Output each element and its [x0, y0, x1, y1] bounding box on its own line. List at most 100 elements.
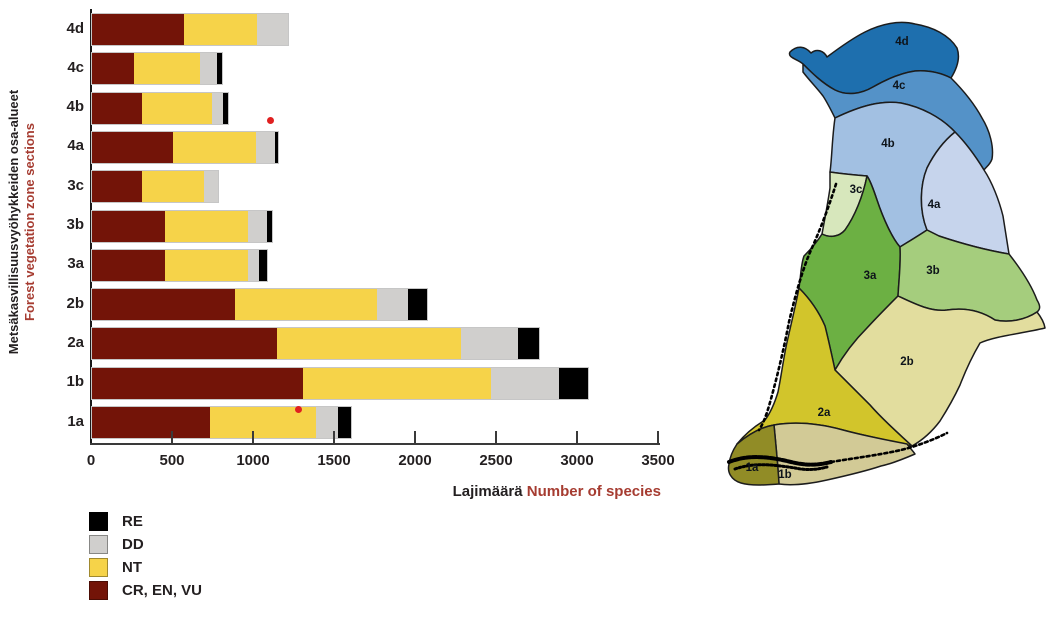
bar-segment-dd: [315, 407, 339, 438]
category-label-1b: 1b: [66, 373, 84, 391]
legend-item-dd: DD: [89, 533, 202, 556]
bar-segment-re: [275, 131, 279, 163]
legend-label: CR, EN, VU: [122, 582, 203, 599]
bar-segment-dd: [377, 289, 408, 321]
finland-vegetation-zone-map: 4d 4c 4b 4a 3c 3a 3b 2b 2a 1b 1a: [727, 21, 1046, 486]
x-axis-tick: [252, 431, 254, 443]
bar-segment-dd: [257, 14, 288, 45]
x-axis-tick: [576, 431, 578, 443]
category-label-2a: 2a: [67, 333, 84, 351]
bar-segment-re: [558, 367, 588, 399]
bar-segment-nt: [134, 53, 200, 85]
bar-segment-re: [266, 210, 272, 242]
bar-4b: [91, 91, 230, 125]
bar-segment-cr-en-vu: [92, 367, 303, 399]
map-zone-label-3a: 3a: [864, 270, 877, 282]
bar-4c: [91, 52, 223, 86]
legend-label: DD: [122, 536, 144, 553]
category-label-4b: 4b: [66, 98, 84, 116]
bar-segment-nt: [164, 210, 248, 242]
map-zone-label-4c: 4c: [893, 80, 906, 92]
bar-segment-nt: [142, 92, 212, 124]
bar-segment-dd: [490, 367, 559, 399]
bar-segment-cr-en-vu: [92, 53, 135, 85]
x-axis-tick: [495, 431, 497, 443]
x-axis-tick-label: 1500: [317, 452, 351, 469]
legend-swatch: [89, 558, 108, 577]
category-label-2b: 2b: [66, 294, 84, 312]
red-dot-marker: [294, 405, 302, 413]
bar-segment-re: [518, 328, 540, 360]
x-axis-title: Lajimäärä Number of species: [361, 483, 661, 500]
bar-segment-cr-en-vu: [92, 92, 143, 124]
x-axis-tick-label: 500: [159, 452, 185, 469]
legend-item-cr-en-vu: CR, EN, VU: [89, 579, 202, 602]
bar-segment-cr-en-vu: [92, 210, 165, 242]
legend-swatch: [89, 512, 108, 531]
category-label-4d: 4d: [66, 19, 84, 37]
bar-segment-cr-en-vu: [92, 171, 143, 203]
legend-label: RE: [122, 513, 143, 530]
map-zone-label-4b: 4b: [881, 138, 894, 150]
bar-segment-cr-en-vu: [92, 289, 235, 321]
bar-2b: [91, 288, 429, 322]
x-axis-tick-label: 3000: [560, 452, 594, 469]
bar-segment-nt: [164, 249, 248, 281]
bar-segment-cr-en-vu: [92, 249, 165, 281]
bar-4d: [91, 13, 290, 46]
bar-segment-re: [216, 53, 222, 85]
bar-segment-cr-en-vu: [92, 328, 277, 360]
southwest-archipelago-speckles-2: [733, 463, 829, 472]
map-zone-label-3b: 3b: [926, 265, 939, 277]
category-label-4a: 4a: [67, 137, 84, 155]
bar-segment-re: [223, 92, 229, 124]
bar-3b: [91, 209, 273, 243]
bar-segment-dd: [247, 210, 267, 242]
red-dot-marker: [267, 116, 275, 124]
map-zone-1a[interactable]: [727, 424, 780, 486]
bar-3a: [91, 248, 268, 282]
bar-4a: [91, 130, 280, 164]
bar-segment-dd: [211, 92, 224, 124]
x-axis-tick: [171, 431, 173, 443]
map-zone-label-4d: 4d: [895, 36, 908, 48]
bar-segment-nt: [302, 367, 491, 399]
x-axis-title-en: Number of species: [526, 483, 661, 500]
bar-segment-nt: [142, 171, 204, 203]
bar-segment-cr-en-vu: [92, 14, 185, 45]
map-zone-label-2b: 2b: [900, 356, 913, 368]
bar-segment-dd: [461, 328, 519, 360]
bar-segment-dd: [199, 53, 217, 85]
bar-3c: [91, 170, 220, 204]
category-label-3b: 3b: [66, 216, 84, 233]
bar-segment-cr-en-vu: [92, 407, 211, 438]
legend-item-nt: NT: [89, 556, 202, 579]
x-axis-title-fi: Lajimäärä: [452, 483, 523, 500]
bar-1a: [91, 406, 353, 439]
x-axis-tick-label: 2500: [479, 452, 513, 469]
bar-segment-nt: [184, 14, 258, 45]
bar-segment-re: [258, 249, 267, 281]
map-zone-label-1b: 1b: [778, 469, 791, 481]
west-coast-speckles: [757, 182, 838, 432]
x-axis-tick-label: 0: [86, 452, 96, 469]
bar-segment-dd: [255, 131, 276, 163]
legend-label: NT: [122, 559, 142, 576]
chart-legend: RE DD NT CR, EN, VU: [89, 510, 202, 602]
southwest-archipelago-speckles: [727, 455, 833, 467]
bar-2a: [91, 327, 541, 361]
map-zone-label-4a: 4a: [928, 199, 941, 211]
x-axis-tick-label: 3500: [641, 452, 675, 469]
bar-segment-dd: [247, 249, 259, 281]
x-axis-line: [90, 443, 660, 445]
bar-segment-nt: [173, 131, 256, 163]
x-axis-tick-label: 2000: [398, 452, 432, 469]
bar-segment-cr-en-vu: [92, 131, 173, 163]
bar-segment-nt: [276, 328, 462, 360]
bar-segment-nt: [234, 289, 378, 321]
bar-segment-re: [338, 407, 352, 438]
bar-segment-dd: [203, 171, 219, 203]
legend-swatch: [89, 535, 108, 554]
x-axis-tick-label: 1000: [236, 452, 270, 469]
